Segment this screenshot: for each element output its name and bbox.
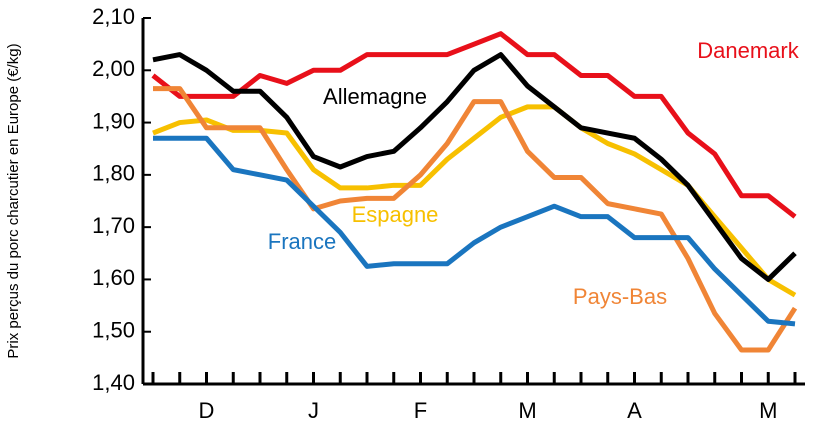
x-tick-label: D — [199, 398, 215, 423]
y-tick-label: 2,10 — [92, 4, 135, 29]
y-tick-label: 1,60 — [92, 265, 135, 290]
y-tick-label: 1,70 — [92, 213, 135, 238]
series-line — [152, 52, 797, 282]
series-line — [153, 135, 796, 327]
y-tick-label: 1,80 — [92, 161, 135, 186]
x-tick-label: M — [759, 398, 777, 423]
x-tick-label: A — [627, 398, 642, 423]
series-label: France — [268, 229, 336, 254]
series-label: Pays-Bas — [573, 284, 667, 309]
x-tick-label: M — [518, 398, 536, 423]
series-label: Espagne — [352, 202, 439, 227]
y-tick-label: 2,00 — [92, 56, 135, 81]
y-tick-label: 1,90 — [92, 108, 135, 133]
series-label: Danemark — [697, 38, 799, 63]
x-tick-label: F — [414, 398, 427, 423]
series-label: Allemagne — [323, 84, 427, 109]
y-tick-label: 1,50 — [92, 318, 135, 343]
series-line — [151, 31, 797, 219]
x-tick-label: J — [308, 398, 319, 423]
y-axis-label: Prix perçus du porc charcutier en Europe… — [5, 43, 22, 358]
series-line — [153, 86, 798, 353]
y-tick-label: 1,40 — [92, 370, 135, 395]
